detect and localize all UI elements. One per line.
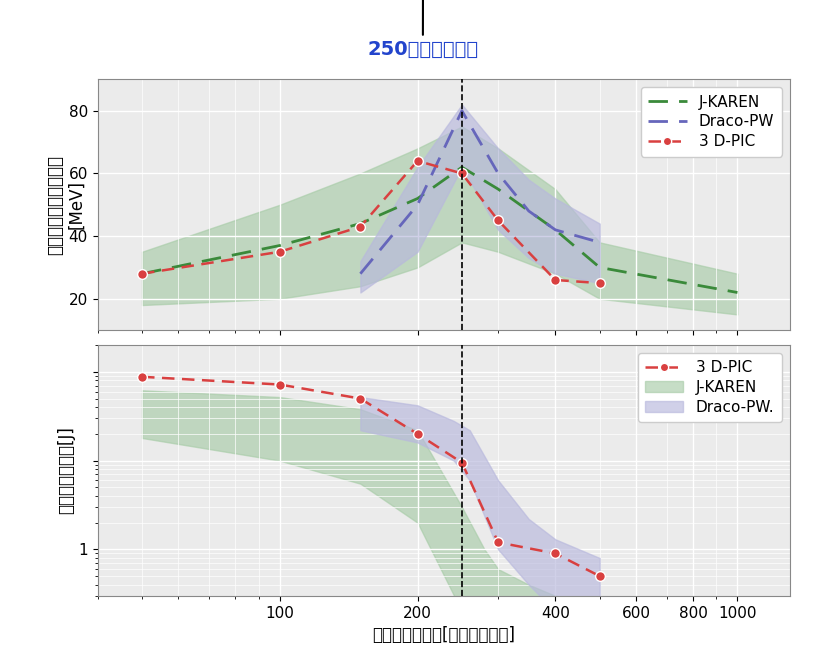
J-KAREN xyxy=(413,195,422,203)
3 D-PIC xyxy=(493,216,503,224)
3 D-PIC xyxy=(550,276,560,284)
J-KAREN xyxy=(733,289,742,297)
Y-axis label: 水素イオンエネルギー
[MeV]: 水素イオンエネルギー [MeV] xyxy=(46,155,85,255)
J-KAREN xyxy=(595,263,605,271)
J-KAREN xyxy=(550,226,560,234)
Draco-PW xyxy=(550,226,560,234)
J-KAREN xyxy=(457,164,466,171)
Text: 250ナノメートル: 250ナノメートル xyxy=(367,0,479,60)
Line: Draco-PW: Draco-PW xyxy=(361,111,600,273)
Draco-PW xyxy=(457,107,466,115)
Legend: 3 D-PIC, J-KAREN, Draco-PW.: 3 D-PIC, J-KAREN, Draco-PW. xyxy=(637,353,782,422)
X-axis label: 膜状物質の厚み[ナノメートル]: 膜状物質の厚み[ナノメートル] xyxy=(372,626,515,644)
3 D-PIC xyxy=(137,269,147,277)
3 D-PIC xyxy=(413,157,422,165)
Draco-PW xyxy=(524,207,534,215)
Draco-PW xyxy=(493,169,503,177)
Draco-PW xyxy=(595,238,605,246)
J-KAREN xyxy=(275,242,285,250)
J-KAREN xyxy=(356,220,365,228)
Line: J-KAREN: J-KAREN xyxy=(142,167,737,293)
3 D-PIC xyxy=(275,248,285,256)
Draco-PW xyxy=(413,201,422,209)
Legend: J-KAREN, Draco-PW, 3 D-PIC: J-KAREN, Draco-PW, 3 D-PIC xyxy=(641,87,782,156)
Draco-PW xyxy=(356,269,365,277)
Line: 3 D-PIC: 3 D-PIC xyxy=(138,156,605,288)
J-KAREN xyxy=(493,185,503,193)
3 D-PIC xyxy=(595,279,605,287)
J-KAREN xyxy=(137,269,147,277)
Y-axis label: レーザー透過量[J]: レーザー透過量[J] xyxy=(58,426,76,514)
3 D-PIC xyxy=(356,222,365,230)
3 D-PIC xyxy=(457,169,466,177)
